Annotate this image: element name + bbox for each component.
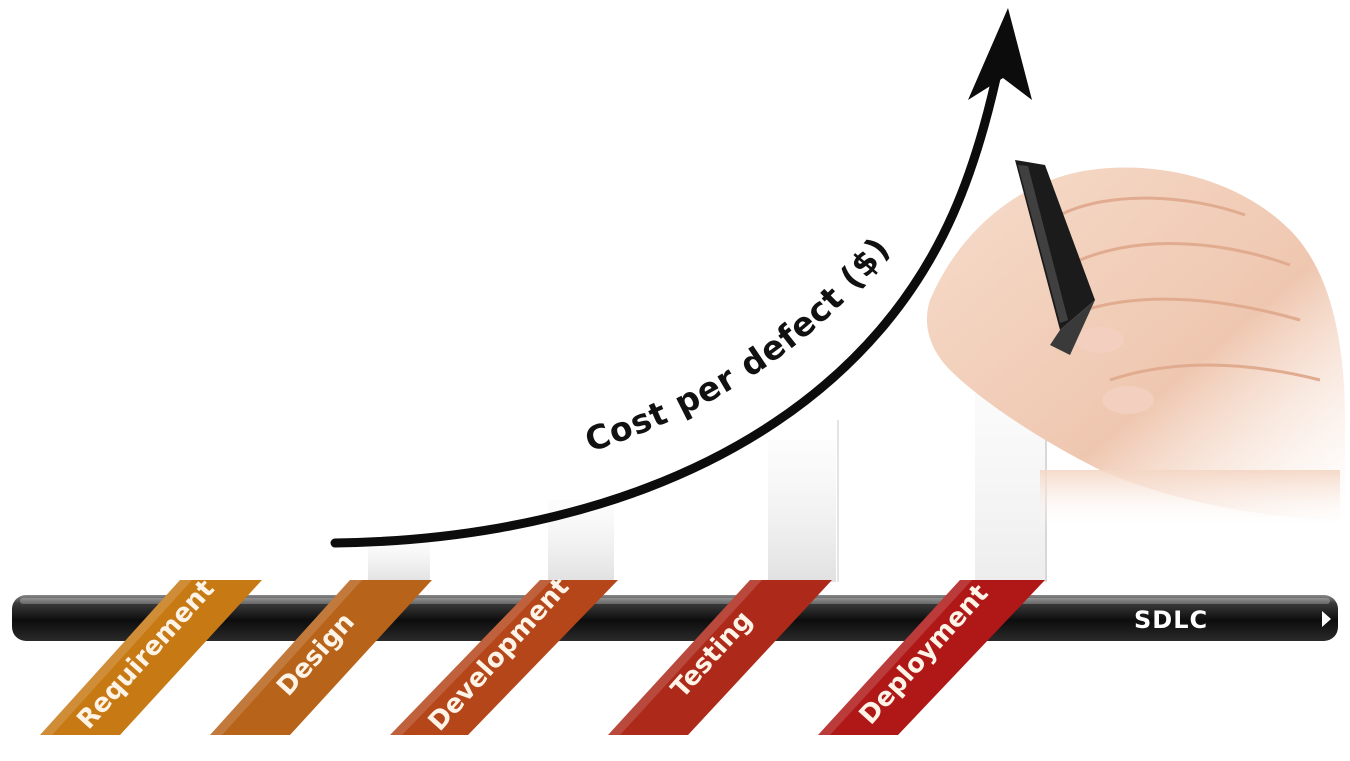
phase-ribbon-shape bbox=[390, 580, 618, 735]
arrowhead-icon bbox=[968, 8, 1032, 100]
play-arrow-icon bbox=[1322, 611, 1331, 627]
phase-ribbon-shape bbox=[210, 580, 432, 735]
sdlc-label: SDLC bbox=[1134, 606, 1208, 634]
phase-ribbon-shape bbox=[608, 580, 832, 735]
cost-arrow bbox=[330, 8, 1032, 548]
marker-icon bbox=[1015, 160, 1095, 355]
ghost-bar bbox=[368, 540, 430, 582]
cost-per-defect-label: Cost per defect ($) bbox=[580, 229, 898, 460]
hand-illustration bbox=[926, 160, 1345, 530]
ghost-bar bbox=[768, 440, 836, 582]
phase-ribbon-shape bbox=[818, 580, 1045, 735]
phase-ribbon-shape bbox=[40, 580, 262, 735]
